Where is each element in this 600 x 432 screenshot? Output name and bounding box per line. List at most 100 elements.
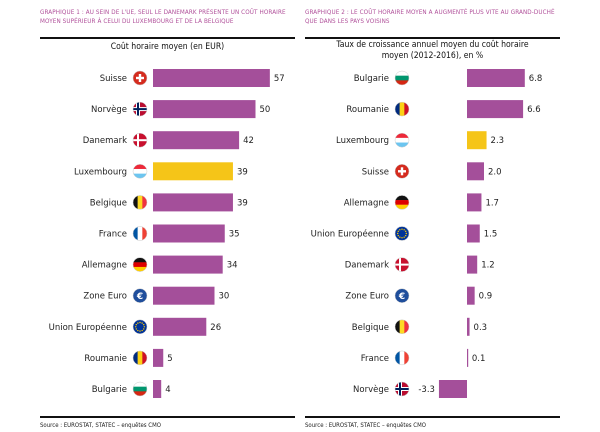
bar xyxy=(467,193,482,212)
bar xyxy=(153,224,225,243)
bar xyxy=(467,255,478,274)
category-label: Belgique xyxy=(352,323,389,333)
category-label: Norvège xyxy=(91,104,127,115)
chart-2-panel: Graphique 2 : Le coût horaire moyen a au… xyxy=(305,0,560,432)
bottom-rule xyxy=(40,416,295,418)
chart-2-source: Source : EUROSTAT, STATEC – enquêtes CMO xyxy=(305,422,426,429)
category-label: Suisse xyxy=(362,167,389,177)
flag-eu-icon xyxy=(132,319,148,335)
value-label: 39 xyxy=(237,198,248,208)
chart-2-title: Taux de croissance annuel moyen du coût … xyxy=(336,40,529,61)
chart-1-title: Coût horaire moyen (en EUR) xyxy=(110,42,225,52)
value-label: 0.9 xyxy=(479,292,493,302)
value-label: 5 xyxy=(167,354,172,364)
bar xyxy=(467,131,487,150)
bar xyxy=(438,380,467,398)
flag-ro-icon xyxy=(394,101,410,117)
flag-be-icon xyxy=(132,195,148,210)
value-label: 50 xyxy=(260,105,271,115)
flag-euro-icon: € xyxy=(394,288,410,303)
flag-dk-icon xyxy=(132,132,148,148)
value-label: 26 xyxy=(210,323,221,333)
value-label: 35 xyxy=(229,230,240,240)
bar xyxy=(153,286,215,305)
bar xyxy=(153,317,207,336)
flag-bg-icon xyxy=(132,381,148,397)
flag-no-icon xyxy=(394,381,410,397)
category-label: Belgique xyxy=(90,198,127,208)
bar xyxy=(467,224,480,243)
bar xyxy=(467,162,484,181)
bar xyxy=(153,131,240,150)
category-label: Bulgarie xyxy=(92,385,127,395)
chart-2: Bulgarie 6.8 Roumanie 6.6 Luxembourg 2.3 Suiss… xyxy=(311,69,543,398)
chart-1: Suisse 57 Norvège 50 Danemark 42 Luxembourg 39 B… xyxy=(49,69,285,398)
flag-lu-icon xyxy=(394,132,410,148)
chart-1-header: Graphique 1 : Au sein de l'UE, seul le D… xyxy=(40,9,286,25)
flag-ch-icon xyxy=(132,70,148,86)
flag-lu-icon xyxy=(132,164,148,179)
category-label: Suisse xyxy=(100,74,127,84)
flag-bg-icon xyxy=(394,70,410,86)
value-label: 1.2 xyxy=(481,261,495,271)
top-rule xyxy=(40,37,295,39)
bar xyxy=(467,317,470,336)
category-label: Roumanie xyxy=(84,354,127,364)
value-label: 2.0 xyxy=(488,167,502,177)
svg-text:€: € xyxy=(136,292,143,302)
flag-de-icon xyxy=(132,257,148,272)
bar xyxy=(153,193,233,212)
category-label: Bulgarie xyxy=(354,74,389,84)
flag-de-icon xyxy=(394,195,410,210)
value-label: 42 xyxy=(243,136,254,146)
flag-ch-icon xyxy=(394,164,410,179)
category-label: Zone Euro xyxy=(345,292,389,302)
value-label: 2.3 xyxy=(491,136,505,146)
category-label: Danemark xyxy=(345,261,389,271)
bar xyxy=(153,348,164,367)
bar xyxy=(467,348,469,367)
category-label: Luxembourg xyxy=(74,167,127,177)
svg-text:€: € xyxy=(398,292,405,302)
category-label: Danemark xyxy=(83,136,127,146)
value-label: 34 xyxy=(227,261,238,271)
top-rule xyxy=(305,37,560,39)
category-label: Union Européenne xyxy=(49,322,127,333)
value-label: 1.7 xyxy=(485,198,499,208)
value-label: -3.3 xyxy=(418,385,435,395)
value-label: 6.6 xyxy=(527,105,541,115)
value-label: 4 xyxy=(165,385,170,395)
category-label: France xyxy=(361,354,389,364)
bar xyxy=(467,286,475,305)
bar xyxy=(153,380,162,398)
category-label: Union Européenne xyxy=(311,229,389,240)
flag-ro-icon xyxy=(132,350,148,366)
value-label: 30 xyxy=(219,292,230,302)
bar xyxy=(153,162,233,181)
chart-1-panel: Graphique 1 : Au sein de l'UE, seul le D… xyxy=(40,0,295,432)
category-label: Zone Euro xyxy=(83,292,127,302)
value-label: 39 xyxy=(237,167,248,177)
flag-fr-icon xyxy=(132,226,148,241)
category-label: Allemagne xyxy=(344,198,389,208)
value-label: 57 xyxy=(274,74,285,84)
value-label: 1.5 xyxy=(484,230,498,240)
value-label: 0.1 xyxy=(472,354,486,364)
category-label: France xyxy=(99,230,127,240)
bar xyxy=(153,100,256,119)
chart-2-header: Graphique 2 : Le coût horaire moyen a au… xyxy=(305,9,555,25)
category-label: Roumanie xyxy=(346,105,389,115)
bar xyxy=(467,100,524,119)
bar xyxy=(153,69,270,87)
value-label: 0.3 xyxy=(474,323,488,333)
flag-dk-icon xyxy=(394,257,410,272)
category-label: Luxembourg xyxy=(336,136,389,146)
category-label: Norvège xyxy=(353,384,389,395)
flag-no-icon xyxy=(132,101,148,117)
bar xyxy=(467,69,525,87)
flag-eu-icon xyxy=(394,226,410,241)
bottom-rule xyxy=(305,416,560,418)
value-label: 6.8 xyxy=(529,74,543,84)
flag-euro-icon: € xyxy=(132,288,148,303)
bar xyxy=(153,255,223,274)
